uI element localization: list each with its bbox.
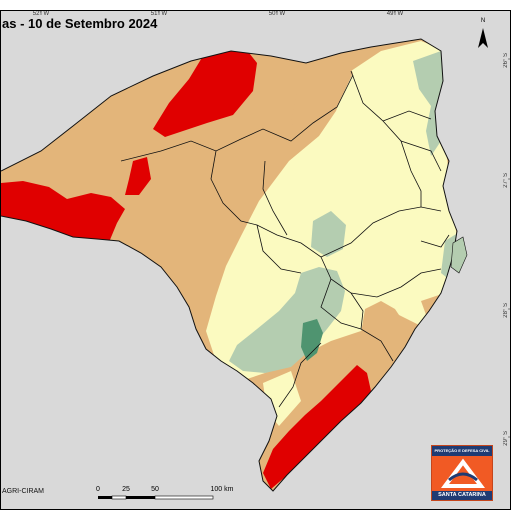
region-boundary [400,140,442,172]
zone-high [229,267,345,373]
logo-top-text: PROTEÇÃO E DEFESA CIVIL [432,446,492,456]
latitude-tick-label: 29° S [503,431,509,446]
data-credit: AGRI-CIRAM [2,488,44,495]
north-label: N [480,18,486,24]
logo-emblem-icon [441,458,485,488]
longitude-tick-label: 49° W [386,11,404,17]
latitude-tick-label: 26° S [503,53,509,68]
map-title: as - 10 de Setembro 2024 [2,16,158,31]
longitude-tick-label: 50° W [268,11,286,17]
longitude-tick-label: 51° W [150,11,168,17]
region-boundary [278,342,322,408]
logo-bottom-text: SANTA CATARINA [432,491,492,500]
state-border [1,38,458,492]
zone-very-low [263,365,371,489]
civil-defense-logo: PROTEÇÃO E DEFESA CIVIL SANTA CATARINA [431,445,493,501]
scale-label: 50 [151,486,159,493]
zone-very-high [301,319,323,361]
latitude-tick-label: 27° S [503,173,509,188]
zone-low [291,51,353,143]
longitude-tick-label: 52° W [32,11,50,17]
latitude-tick-label: 28° S [503,303,509,318]
zone-very-low [153,49,257,137]
island [450,236,468,274]
scale-label: 100 km [210,486,234,493]
region-boundary [320,278,394,362]
region-boundary [420,234,450,248]
region-boundary [256,224,302,274]
region-boundary [262,160,288,236]
scale-bar-graphic [98,495,214,500]
region-boundary [382,110,432,122]
scale-label: 25 [122,486,130,493]
region-boundary [320,206,442,258]
zone-very-low [1,181,125,257]
region-boundaries [120,70,450,408]
north-arrow-icon [478,28,488,48]
state-map [1,11,510,509]
region-boundary [120,74,354,162]
zone-normal [206,41,457,381]
north-arrow: N [476,18,490,52]
region-boundary [350,292,364,330]
zone-high [311,211,346,257]
zone-very-low [125,157,151,195]
map-frame: 52° W 51° W 50° W 49° W 26° S 27° S 28° … [0,10,511,510]
graticule-ticks [40,11,510,438]
scale-label: 0 [96,486,100,493]
region-boundary [210,150,322,258]
scale-bar: 0 25 50 100 km [96,486,236,506]
